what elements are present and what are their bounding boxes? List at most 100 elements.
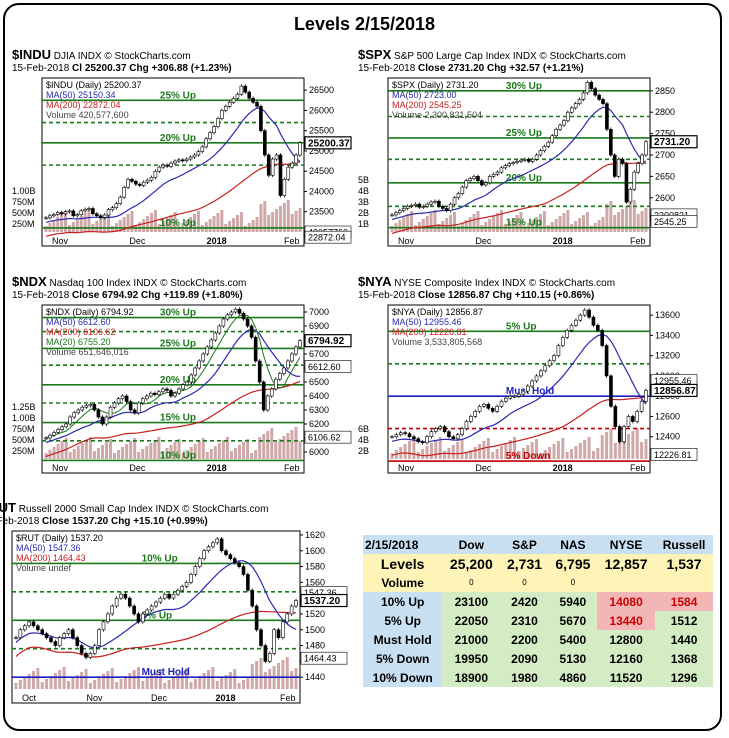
candle-body (530, 158, 535, 162)
volume-nas: 0 (548, 573, 598, 592)
legend-entry: MA(200) 12226.81 (392, 327, 467, 337)
volume-bar (517, 451, 521, 459)
candle-body (245, 318, 250, 327)
volume-bar (118, 220, 122, 232)
candle-body (180, 159, 185, 162)
volume-bar (129, 441, 133, 459)
table-row: 5% Down 19950 2090 5130 12160 1368 (363, 649, 713, 668)
candle-body (600, 330, 605, 346)
candle-body (251, 97, 255, 103)
candle-body (429, 201, 433, 205)
candle-body (253, 336, 258, 362)
volume-bar (464, 220, 468, 232)
candle-body (154, 601, 158, 607)
candle-body (114, 203, 119, 208)
candle-body (114, 597, 119, 607)
candle-body (220, 110, 224, 119)
candle-body (605, 103, 609, 130)
x-tick-label: Dec (129, 236, 146, 246)
candle-body (84, 405, 89, 408)
volume-bar (290, 214, 294, 232)
volume-bar (469, 450, 473, 459)
candle-body (48, 215, 52, 219)
candle-body (519, 159, 523, 162)
candle-body (219, 538, 224, 552)
candle-body (60, 426, 64, 430)
volume-bar (425, 216, 429, 232)
candle-body (216, 118, 220, 127)
candle-body (100, 416, 105, 425)
table-cell: 21000 (442, 630, 501, 649)
candle-body (298, 340, 302, 348)
volume-bar (609, 201, 613, 232)
price-tag: 6106.62 (308, 433, 341, 443)
price-tag: 6612.60 (308, 362, 341, 372)
volume-bar (464, 453, 468, 459)
chart-symbol: $SPX (358, 47, 392, 62)
candle-body (394, 212, 398, 216)
volume-bar (72, 449, 76, 459)
volume-bar (229, 451, 233, 459)
volume-tick-label: 1.00B (12, 186, 36, 196)
y-tick-label: 2800 (655, 107, 675, 117)
candle-body (538, 150, 543, 156)
volume-bar (211, 667, 215, 689)
volume-tick-label: 4B (358, 435, 369, 445)
candle-body (224, 550, 228, 556)
volume-bar (150, 213, 154, 232)
candle-body (14, 637, 18, 639)
volume-bar (478, 444, 482, 459)
y-tick-label: 26000 (309, 105, 334, 115)
volume-bar (18, 680, 22, 689)
legend-entry: Volume 420,577,600 (46, 110, 129, 120)
candle-body (181, 384, 185, 390)
candle-body (468, 178, 472, 181)
candle-body (157, 391, 161, 395)
candle-body (495, 406, 499, 412)
chart-change: Chg +119.89 (+1.80%) (138, 290, 243, 301)
candle-body (215, 538, 220, 544)
candle-body (83, 209, 87, 212)
candle-body (429, 431, 434, 438)
chart-close: Close 12856.87 (415, 290, 490, 301)
candle-body (581, 92, 586, 100)
volume-bar (76, 446, 80, 459)
price-tag: 12955.46 (654, 376, 692, 386)
volume-bar (103, 215, 107, 232)
legend-entry: Volume 651,646,016 (46, 347, 129, 357)
volume-bar (632, 200, 636, 232)
volume-bar (644, 208, 648, 232)
candle-body (185, 381, 189, 386)
volume-bar (578, 218, 582, 232)
candle-body (149, 392, 153, 397)
candle-body (206, 546, 211, 552)
candle-body (390, 214, 394, 217)
volume-bar (193, 444, 197, 459)
chart-change: Chg +110.15 (+0.86%) (489, 290, 595, 301)
volume-bar (618, 440, 622, 459)
chart-date: 15-Feb-2018 (358, 290, 416, 301)
candle-body (624, 163, 629, 203)
volume-bar (425, 446, 429, 459)
candle-body (589, 81, 594, 89)
volume-bar (554, 219, 558, 232)
candle-body (169, 390, 173, 397)
candle-body (448, 203, 453, 211)
x-tick-label: Nov (52, 236, 69, 246)
y-tick-label: 13600 (655, 310, 680, 320)
volume-bar (176, 674, 180, 689)
candle-body (120, 395, 125, 400)
level-russell: 1,537 (655, 554, 713, 573)
candle-body (204, 138, 209, 148)
legend-entry: MA(50) 12955.46 (392, 317, 462, 327)
volume-bar (640, 211, 644, 232)
candle-body (108, 406, 113, 418)
y-tick-label: 12600 (655, 411, 680, 421)
volume-bar (496, 213, 500, 232)
candle-body (130, 179, 134, 182)
volume-bar (102, 674, 105, 689)
table-row: 5% Up 22050 2310 5670 13440 1512 (363, 611, 713, 630)
chart-name: Nasdaq 100 Index INDX (46, 278, 158, 289)
price-tag: 2731.20 (654, 137, 691, 148)
volume-bar (192, 214, 196, 232)
